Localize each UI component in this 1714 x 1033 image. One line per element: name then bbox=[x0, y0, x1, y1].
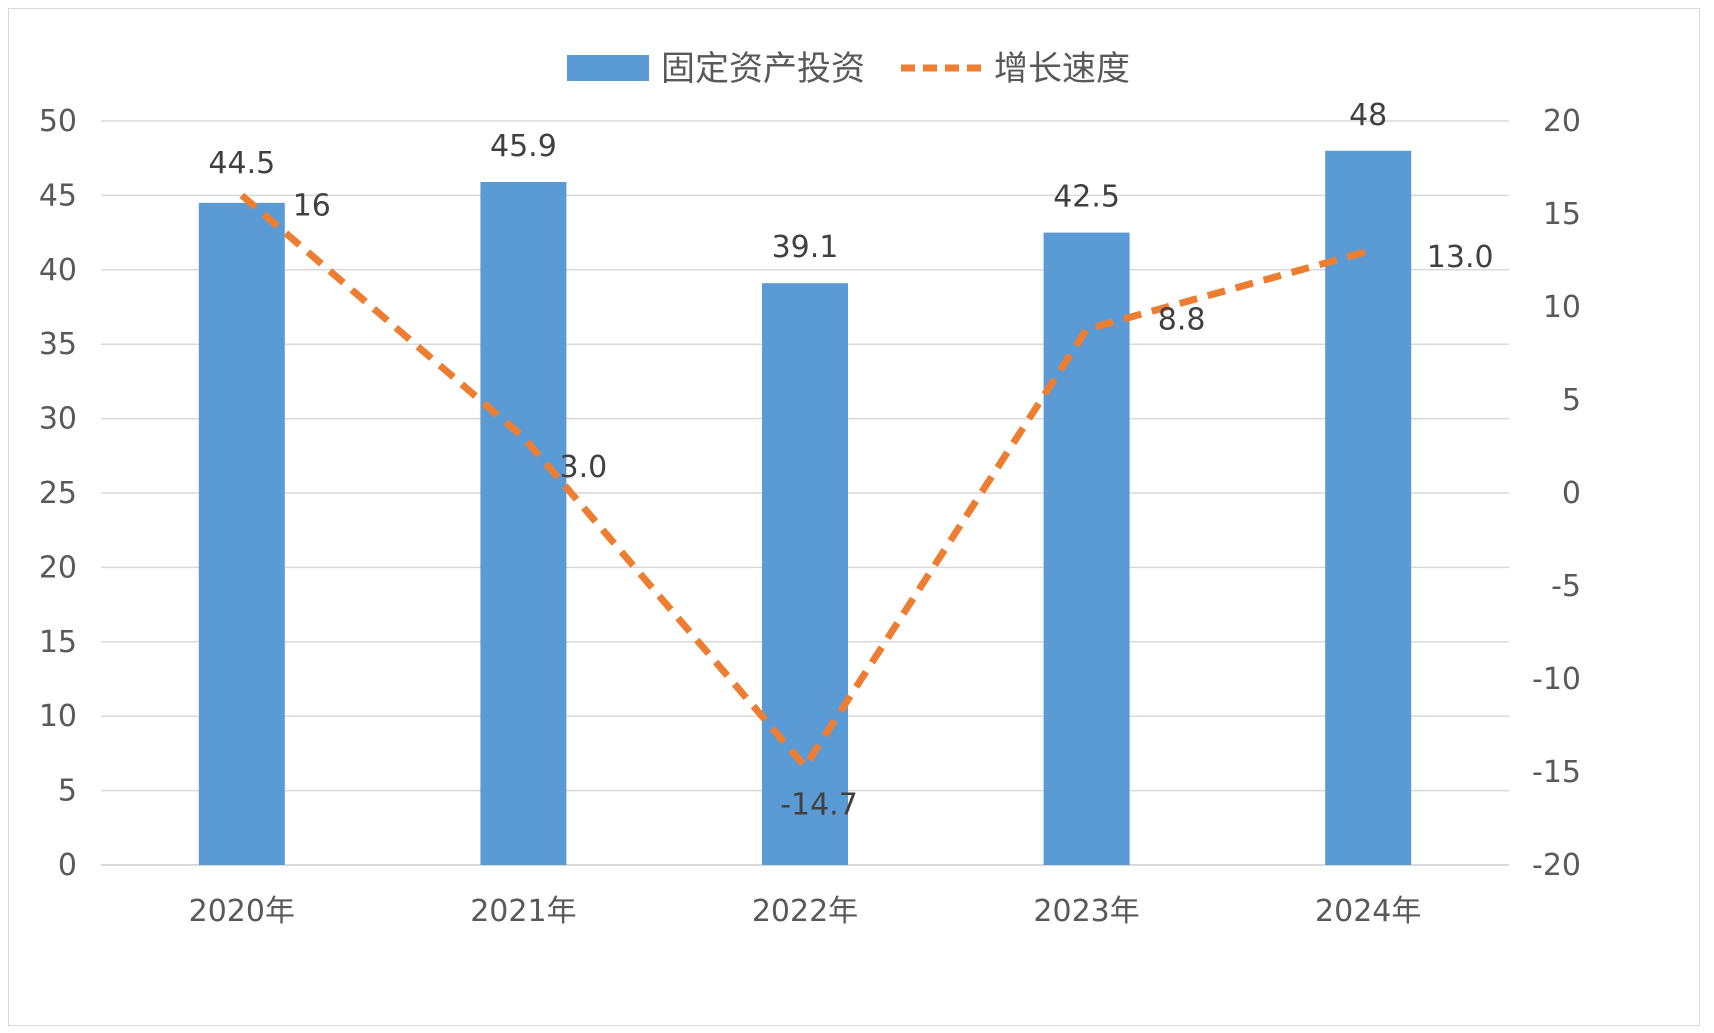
line-data-label: 8.8 bbox=[1158, 302, 1206, 337]
right-tick-label: 15 bbox=[1543, 197, 1581, 232]
bar-data-labels: 44.5 45.9 39.1 42.5 48 bbox=[208, 98, 1387, 265]
right-tick-label: 20 bbox=[1543, 104, 1581, 139]
left-tick-label: 50 bbox=[39, 104, 77, 139]
left-tick-label: 10 bbox=[39, 699, 77, 734]
x-tick-label: 2021年 bbox=[470, 894, 576, 929]
right-y-axis: -20 -15 -10 -5 0 5 10 15 20 bbox=[1532, 104, 1581, 883]
bar bbox=[762, 283, 848, 865]
legend-bar-label: 固定资产投资 bbox=[661, 49, 865, 89]
left-tick-label: 40 bbox=[39, 253, 77, 288]
line-series bbox=[239, 192, 1370, 770]
line-data-labels: 16 3.0 -14.7 8.8 13.0 bbox=[293, 188, 1494, 822]
legend-bar-swatch bbox=[567, 55, 649, 81]
line-data-label: 13.0 bbox=[1427, 240, 1494, 275]
left-tick-label: 30 bbox=[39, 402, 77, 437]
bar-data-label: 42.5 bbox=[1053, 180, 1120, 215]
bar-data-label: 48 bbox=[1349, 98, 1387, 133]
x-tick-label: 2024年 bbox=[1315, 894, 1421, 929]
bar bbox=[480, 182, 567, 865]
legend: 固定资产投资 增长速度 bbox=[567, 49, 1130, 89]
right-tick-label: -15 bbox=[1532, 755, 1581, 790]
line-data-label: -14.7 bbox=[780, 787, 858, 822]
left-y-axis: 0 5 10 15 20 25 30 35 40 45 50 bbox=[39, 104, 77, 883]
x-tick-label: 2023年 bbox=[1033, 894, 1139, 929]
x-tick-label: 2022年 bbox=[752, 894, 858, 929]
line-data-label: 3.0 bbox=[560, 450, 608, 485]
right-tick-label: 10 bbox=[1543, 290, 1581, 325]
left-tick-label: 25 bbox=[39, 476, 77, 511]
combo-chart: 0 5 10 15 20 25 30 35 40 45 50 -20 -15 -10 -5 0 5 10 15 20… bbox=[39, 49, 1581, 929]
bar-data-label: 39.1 bbox=[772, 230, 839, 265]
bar bbox=[1043, 232, 1130, 866]
left-tick-label: 45 bbox=[39, 178, 77, 213]
bar-data-label: 44.5 bbox=[208, 146, 275, 181]
bar bbox=[1325, 150, 1412, 865]
left-tick-label: 20 bbox=[39, 550, 77, 585]
bar bbox=[198, 202, 285, 866]
left-tick-label: 0 bbox=[58, 848, 77, 883]
bar-series bbox=[198, 150, 1412, 866]
line-data-label: 16 bbox=[293, 188, 331, 223]
left-tick-label: 15 bbox=[39, 625, 77, 660]
right-tick-label: -5 bbox=[1551, 569, 1581, 604]
left-tick-label: 35 bbox=[39, 327, 77, 362]
left-tick-label: 5 bbox=[58, 774, 77, 809]
chart-frame: 0 5 10 15 20 25 30 35 40 45 50 -20 -15 -10 -5 0 5 10 15 20… bbox=[8, 8, 1700, 1026]
legend-line-label: 增长速度 bbox=[994, 49, 1130, 89]
right-tick-label: 0 bbox=[1562, 476, 1581, 511]
x-tick-label: 2020年 bbox=[189, 894, 295, 929]
x-axis: 2020年 2021年 2022年 2023年 2024年 bbox=[189, 894, 1422, 929]
bar-data-label: 45.9 bbox=[490, 129, 557, 164]
growth-line bbox=[239, 192, 1370, 770]
right-tick-label: -20 bbox=[1532, 848, 1581, 883]
right-tick-label: -10 bbox=[1532, 662, 1581, 697]
right-tick-label: 5 bbox=[1562, 383, 1581, 418]
